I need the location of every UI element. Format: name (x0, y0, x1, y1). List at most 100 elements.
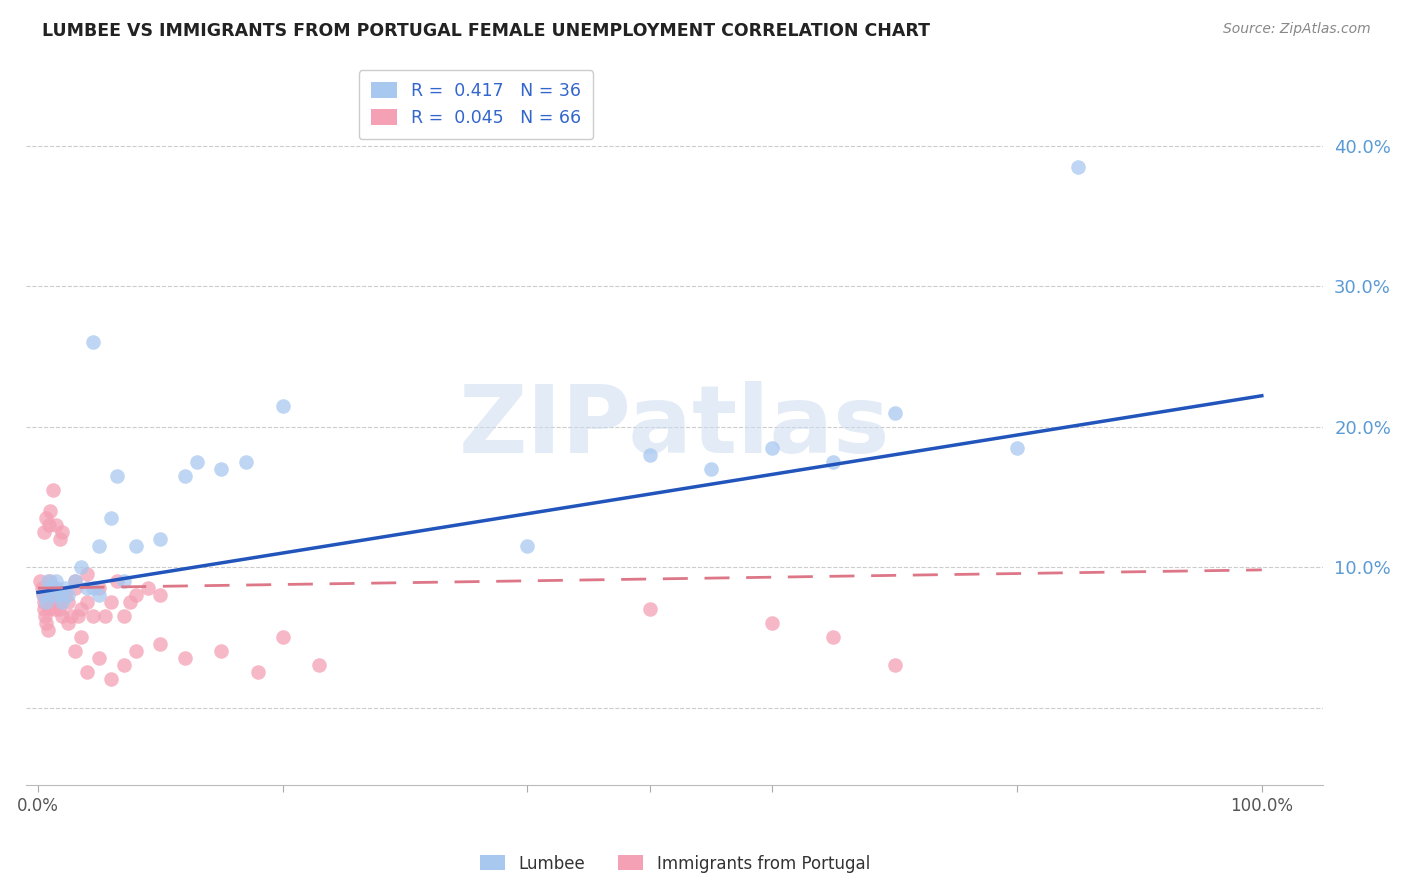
Point (45, 518, 67, 533)
Point (125, 644, 148, 658)
Point (638, 602, 661, 616)
Point (39, 504, 62, 518)
Point (51, 524, 73, 539)
Point (45, 581, 67, 595)
Point (35, 616, 58, 631)
Point (69, 630, 91, 644)
Point (48, 602, 70, 616)
Point (235, 455, 257, 469)
Point (186, 455, 208, 469)
Point (32, 602, 55, 616)
Point (112, 609, 135, 624)
Point (94, 609, 117, 624)
Point (823, 455, 845, 469)
Point (31, 588, 53, 602)
Point (63, 574, 86, 588)
Point (30, 574, 52, 588)
Point (112, 574, 135, 588)
Point (69, 602, 91, 616)
Point (53, 588, 76, 602)
Point (1067, 160, 1090, 174)
Point (58, 616, 80, 631)
Point (87, 588, 110, 602)
Point (37, 574, 59, 588)
Point (883, 658, 905, 673)
Text: ZIPatlas: ZIPatlas (458, 381, 890, 473)
Point (211, 462, 233, 476)
Point (63, 574, 86, 588)
Point (100, 511, 122, 525)
Point (82, 335, 104, 350)
Point (100, 673, 122, 687)
Point (76, 567, 98, 582)
Point (173, 468, 195, 483)
Point (516, 539, 538, 553)
Point (271, 399, 294, 413)
Point (49, 532, 72, 546)
Point (41, 588, 63, 602)
Point (638, 448, 661, 462)
Point (49, 588, 72, 602)
Point (149, 532, 172, 546)
Point (58, 588, 80, 602)
Point (45, 574, 67, 588)
Legend: R =  0.417   N = 36, R =  0.045   N = 66: R = 0.417 N = 36, R = 0.045 N = 66 (359, 70, 593, 139)
Point (42, 581, 65, 595)
Point (761, 441, 783, 455)
Point (107, 468, 129, 483)
Point (51, 609, 73, 624)
Point (76, 595, 98, 609)
Point (35, 595, 58, 609)
Point (82, 609, 104, 624)
Point (700, 462, 723, 476)
Point (37, 624, 59, 638)
Point (107, 574, 129, 588)
Point (59, 609, 82, 624)
Point (823, 630, 845, 644)
Point (44, 602, 66, 616)
Point (53, 581, 76, 595)
Point (136, 581, 159, 595)
Point (87, 581, 110, 595)
Point (38, 602, 60, 616)
Point (32, 524, 55, 539)
Point (761, 616, 783, 631)
Point (82, 581, 104, 595)
Text: Source: ZipAtlas.com: Source: ZipAtlas.com (1223, 22, 1371, 37)
Point (39, 581, 62, 595)
Point (49, 595, 72, 609)
Point (39, 581, 62, 595)
Point (49, 588, 72, 602)
Point (87, 539, 110, 553)
Point (39, 574, 62, 588)
Point (41, 483, 63, 497)
Point (118, 595, 141, 609)
Point (38, 518, 60, 533)
Point (35, 511, 58, 525)
Point (51, 595, 73, 609)
Point (271, 630, 294, 644)
Legend: Lumbee, Immigrants from Portugal: Lumbee, Immigrants from Portugal (474, 848, 876, 880)
Point (173, 651, 195, 665)
Point (41, 595, 63, 609)
Point (63, 581, 86, 595)
Point (149, 637, 172, 651)
Point (76, 581, 98, 595)
Point (46, 595, 69, 609)
Point (34, 609, 56, 624)
Point (58, 595, 80, 609)
Point (32, 595, 55, 609)
Point (883, 406, 905, 420)
Point (211, 644, 233, 658)
Point (125, 539, 148, 553)
Point (45, 588, 67, 602)
Point (41, 588, 63, 602)
Point (125, 588, 148, 602)
Point (76, 665, 98, 680)
Point (32, 588, 55, 602)
Point (67, 609, 90, 624)
Point (247, 665, 270, 680)
Point (87, 651, 110, 665)
Point (100, 595, 122, 609)
Point (63, 644, 86, 658)
